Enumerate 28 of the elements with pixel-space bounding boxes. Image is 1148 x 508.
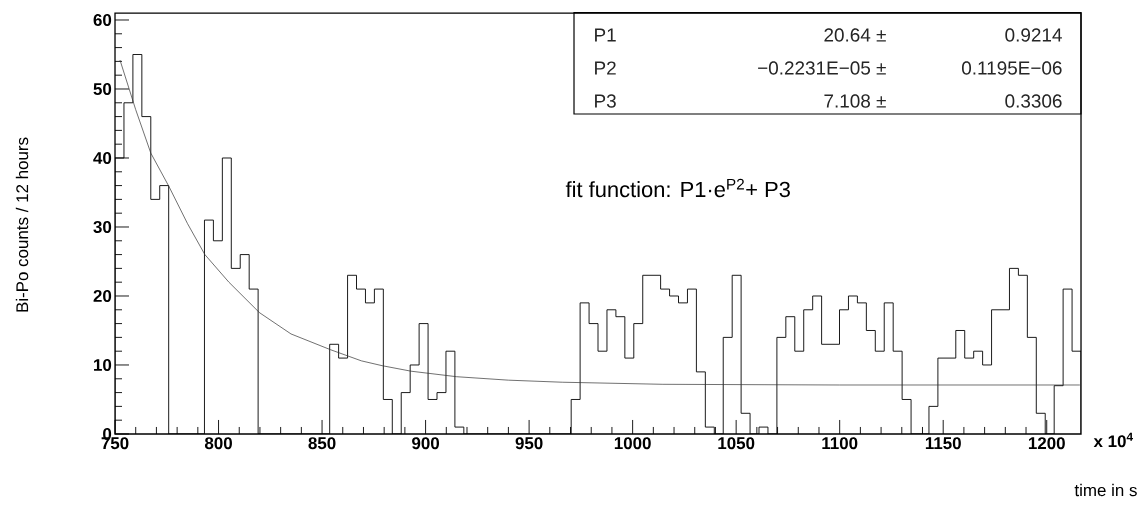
y-axis-title: Bi-Po counts / 12 hours [15,137,29,312]
annotation: P2 [595,61,616,75]
annotation: 0.9214 [1005,28,1062,42]
y-tick-label: 50 [93,82,112,95]
x-tick-label: 800 [204,437,232,450]
annotation: 0.3306 [1005,94,1062,108]
x-tick-label: 1000 [614,437,651,450]
y-tick-label: 20 [93,289,112,302]
annotation: 20.64 ± [824,28,886,42]
x-tick-label: 900 [412,437,439,450]
x-tick-label: 1050 [718,437,755,450]
text: x 10$^{4}$ [1093,432,1134,448]
x-tick-label: 1150 [925,437,961,450]
y-tick-label: 40 [93,151,112,164]
x-tick-label: 950 [515,437,543,450]
annotation: P1 [595,28,616,42]
x-tick-label: 1100 [822,437,858,450]
x-axis-title: time in s [1074,483,1137,497]
annotation: 7.108 ± [824,94,886,108]
y-tick-label: 60 [93,13,112,26]
x-tick-label: 850 [308,437,336,450]
y-tick-label: 10 [94,358,112,371]
annotation: 0.1195E−06 [961,61,1062,75]
y-tick-label: 30 [93,220,112,233]
annotation: fit function: P1·e$^{P2}$+ P3 [565,178,790,198]
x-tick-label: 1200 [1028,437,1065,450]
annotation: −0.2231E−05 ± [758,61,886,75]
annotation: P3 [595,94,616,108]
